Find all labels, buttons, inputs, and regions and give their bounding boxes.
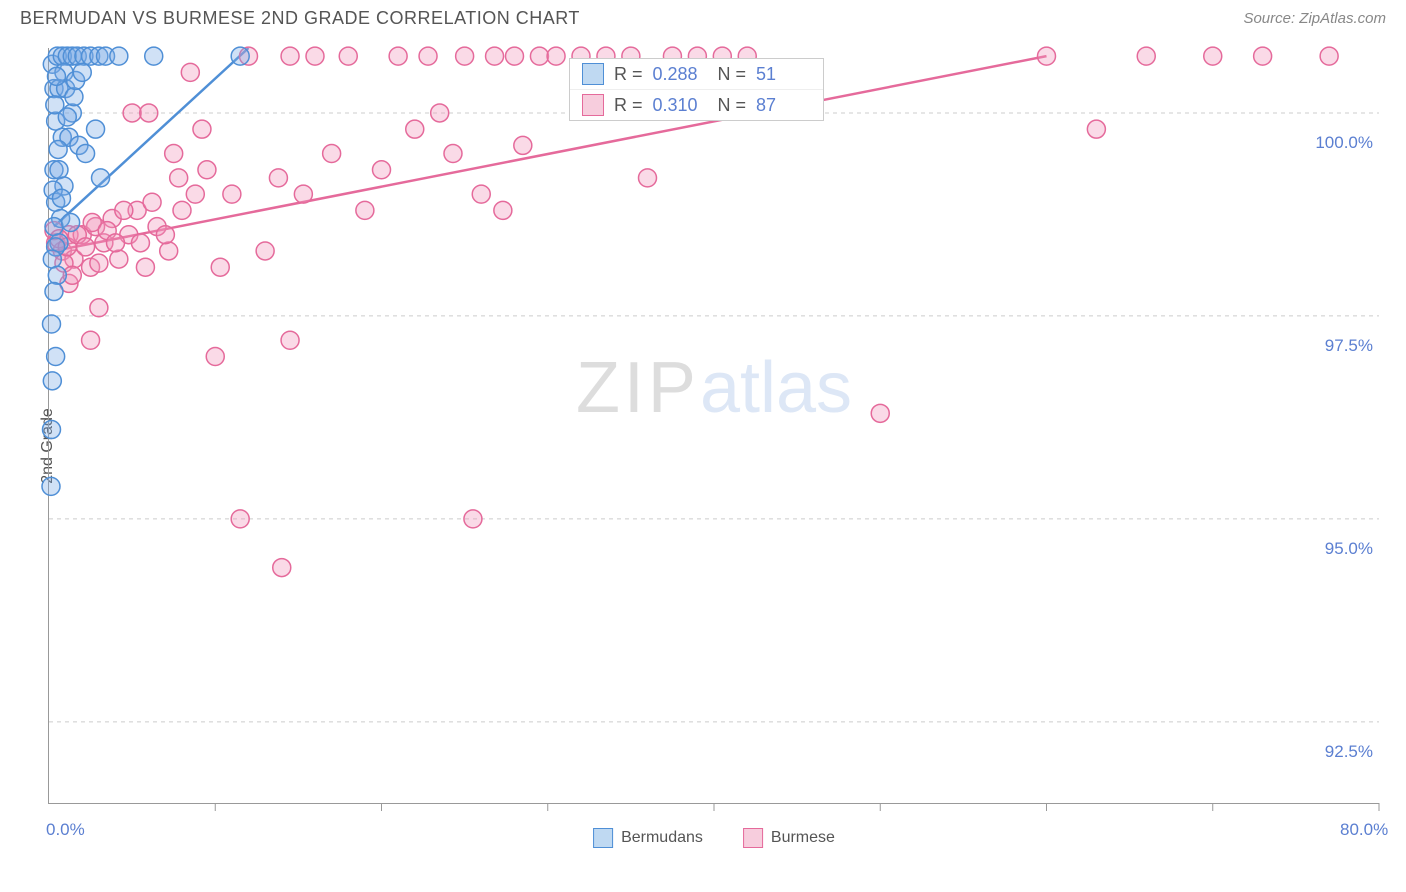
burmese-swatch-icon xyxy=(582,94,604,116)
n-label: N = xyxy=(718,64,747,85)
r-value-burmese: 0.310 xyxy=(653,95,708,116)
y-tick-label: 97.5% xyxy=(1325,336,1373,356)
stats-row-burmese: R = 0.310 N = 87 xyxy=(570,90,823,120)
n-value-burmese: 87 xyxy=(756,95,811,116)
r-value-bermudans: 0.288 xyxy=(653,64,708,85)
chart-title: BERMUDAN VS BURMESE 2ND GRADE CORRELATIO… xyxy=(20,8,580,29)
r-label: R = xyxy=(614,64,643,85)
source-label: Source: ZipAtlas.com xyxy=(1243,10,1386,27)
y-tick-label: 92.5% xyxy=(1325,742,1373,762)
bermudans-swatch-icon xyxy=(593,828,613,848)
stats-row-bermudans: R = 0.288 N = 51 xyxy=(570,59,823,90)
x-axis-max-label: 80.0% xyxy=(1340,820,1388,840)
legend-item-bermudans: Bermudans xyxy=(593,828,703,848)
n-label: N = xyxy=(718,95,747,116)
n-value-bermudans: 51 xyxy=(756,64,811,85)
y-tick-label: 100.0% xyxy=(1315,133,1373,153)
legend-label-bermudans: Bermudans xyxy=(621,829,703,847)
y-tick-label: 95.0% xyxy=(1325,539,1373,559)
legend: Bermudans Burmese xyxy=(593,828,835,848)
x-axis-min-label: 0.0% xyxy=(46,820,85,840)
chart-plot-area: ZIPatlas R = 0.288 N = 51 R = 0.310 N = … xyxy=(48,48,1379,804)
r-label: R = xyxy=(614,95,643,116)
scatter-plot xyxy=(49,48,1379,803)
burmese-swatch-icon xyxy=(743,828,763,848)
legend-item-burmese: Burmese xyxy=(743,828,835,848)
correlation-stats-box: R = 0.288 N = 51 R = 0.310 N = 87 xyxy=(569,58,824,121)
bermudans-swatch-icon xyxy=(582,63,604,85)
legend-label-burmese: Burmese xyxy=(771,829,835,847)
